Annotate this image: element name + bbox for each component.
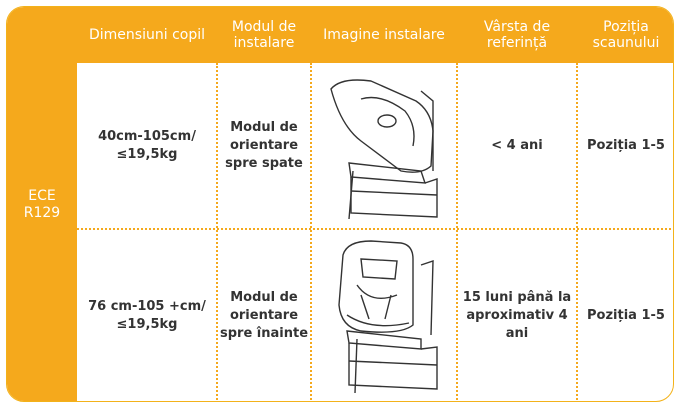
cell-text: Poziția 1-5 (587, 308, 665, 323)
table: ECE R129 Dimensiuni copil Modul de insta… (6, 6, 674, 402)
cell: 76 cm-105 +cm/ ≤19,5kg (77, 229, 217, 401)
stub: ECE R129 (7, 7, 77, 401)
cell: Modul de orientare spre înainte (217, 229, 311, 401)
cell: 15 luni până la aproximativ 4 ani (457, 229, 577, 401)
cell: < 4 ani (457, 63, 577, 229)
cell-text: 15 luni până la aproximativ 4 ani (462, 290, 572, 341)
header-cell: Modul de instalare (217, 7, 311, 63)
header-cell: Imagine instalare (311, 7, 457, 63)
cell-text: Modul de orientare spre spate (225, 120, 303, 171)
header-text: Vârsta de referință (483, 19, 551, 51)
cell: 40cm-105cm/ ≤19,5kg (77, 63, 217, 229)
cell: Poziția 1-5 (577, 63, 673, 229)
divider (216, 63, 218, 401)
seat-rear-facing (330, 79, 438, 220)
divider (576, 63, 578, 401)
cell-text: < 4 ani (491, 138, 543, 153)
divider (77, 228, 673, 230)
cell-text: 76 cm-105 +cm/ ≤19,5kg (88, 299, 206, 332)
header-cell: Vârsta de referință (457, 7, 577, 63)
stub-text: ECE R129 (23, 188, 61, 221)
header-text: Poziția scaunului (592, 19, 660, 51)
header-text: Modul de instalare (231, 19, 297, 51)
header-cell: Dimensiuni copil (77, 7, 217, 63)
cell-text: Poziția 1-5 (587, 138, 665, 153)
header-cell: Poziția scaunului (577, 7, 673, 63)
divider (310, 63, 312, 401)
seat-forward-facing (338, 240, 438, 394)
cell-text: Modul de orientare spre înainte (219, 290, 309, 341)
cell-text: 40cm-105cm/ ≤19,5kg (98, 129, 196, 162)
cell: Modul de orientare spre spate (217, 63, 311, 229)
divider (456, 63, 458, 401)
cell: Poziția 1-5 (577, 229, 673, 401)
